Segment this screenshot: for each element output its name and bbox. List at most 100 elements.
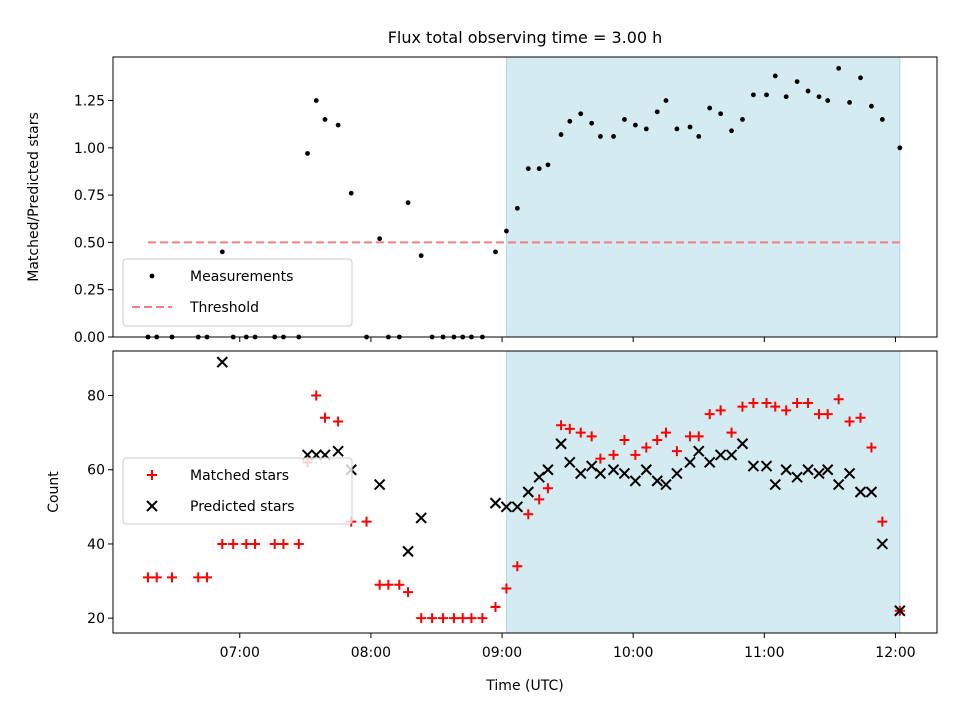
matched-point: [761, 397, 772, 408]
matched-point: [866, 442, 877, 453]
measurement-point: [764, 92, 769, 98]
matched-point: [608, 449, 619, 460]
measurement-point: [514, 205, 520, 211]
top-y-axis-label: Matched/Predicted stars: [26, 112, 42, 282]
matched-point: [822, 409, 833, 420]
observing-window: [505, 56, 901, 338]
x-tick-label: 09:00: [482, 645, 522, 661]
matched-point: [228, 538, 239, 549]
matched-point: [726, 427, 737, 438]
measurement-point: [654, 109, 660, 115]
measurement-point: [718, 111, 724, 117]
measurement-point: [869, 103, 874, 109]
matched-point: [403, 587, 414, 598]
matched-point: [278, 538, 289, 549]
legend: Measurements Threshold: [122, 258, 353, 327]
matched-point: [241, 538, 252, 549]
plot-frame: [112, 56, 938, 338]
predicted-point: [813, 467, 825, 480]
matched-point: [619, 435, 630, 446]
predicted-point: [373, 478, 386, 491]
measurement-point: [313, 98, 319, 103]
predicted-point: [725, 449, 738, 461]
x-tick-label: 11:00: [744, 645, 784, 661]
measurement-point: [687, 124, 693, 130]
matched-point: [477, 613, 488, 624]
measurement-point: [536, 166, 542, 172]
measurement-point: [729, 128, 734, 134]
y-tick-label: 20: [87, 611, 105, 627]
matched-point: [448, 613, 459, 624]
measurement-point: [751, 92, 756, 98]
chart-title: Flux total observing time = 3.00 h: [388, 28, 663, 47]
measurement-point: [816, 94, 822, 100]
measurement-point: [663, 98, 669, 103]
predicted-point: [522, 486, 534, 498]
predicted-point: [555, 438, 567, 450]
measurement-point: [696, 134, 702, 139]
predicted-point: [854, 486, 867, 498]
matched-point: [715, 405, 726, 416]
measurement-point: [847, 100, 852, 105]
predicted-point: [402, 545, 414, 558]
matched-point: [457, 613, 468, 624]
matched-point: [501, 583, 512, 594]
measurement-point: [794, 79, 800, 84]
measurement-point: [348, 190, 354, 196]
matched-point: [803, 397, 814, 408]
matched-point: [167, 572, 178, 583]
matched-point: [792, 397, 803, 408]
matched-point: [833, 394, 844, 405]
predicted-point: [332, 445, 344, 457]
measurement-point: [632, 122, 638, 128]
measurement-point: [545, 162, 551, 168]
matched-point: [374, 579, 385, 590]
matched-point: [193, 572, 204, 583]
predicted-point: [736, 438, 749, 450]
predicted-point: [594, 467, 607, 480]
matched-point: [269, 538, 280, 549]
measurement-point: [879, 117, 885, 122]
predicted-point: [894, 605, 906, 617]
predicted-point: [843, 467, 856, 480]
measurement-point: [836, 65, 842, 71]
predicted-point: [760, 460, 773, 472]
predicted-point: [714, 449, 727, 461]
matched-point: [770, 401, 781, 412]
predicted-point: [542, 464, 554, 476]
predicted-point: [629, 475, 642, 487]
legend-predicted-marker: [146, 500, 158, 512]
matched-point: [201, 572, 212, 583]
matched-point: [630, 449, 641, 460]
matched-point: [394, 579, 405, 590]
matched-point: [466, 613, 477, 624]
measurement-point: [740, 117, 745, 122]
measurement-point: [493, 249, 498, 255]
legend-label: Measurements: [190, 269, 293, 285]
measurement-point: [772, 73, 778, 79]
y-tick-label: 1.00: [74, 141, 105, 157]
measurement-point: [622, 117, 627, 122]
measurement-point: [418, 253, 424, 259]
measurement-point: [805, 88, 811, 94]
legend-matched-marker: [147, 470, 157, 480]
y-tick-label: 0.00: [74, 330, 105, 346]
legend-label: Matched stars: [190, 468, 289, 484]
predicted-point: [876, 538, 889, 550]
predicted-point: [791, 471, 803, 483]
measurement-point: [598, 134, 603, 139]
y-tick-label: 80: [87, 389, 105, 405]
matched-point: [534, 494, 545, 505]
predicted-point: [780, 464, 792, 476]
measurement-point: [219, 249, 225, 255]
matched-point: [575, 427, 586, 438]
matched-point: [416, 613, 427, 624]
measurement-point: [405, 200, 411, 206]
x-axis-label: Time (UTC): [485, 678, 563, 694]
series-plus-0: [142, 390, 905, 624]
x-tick-label: 12:00: [875, 645, 915, 661]
measurement-point: [858, 75, 863, 81]
x-tick-label: 07:00: [220, 645, 260, 661]
matched-point: [490, 602, 501, 613]
